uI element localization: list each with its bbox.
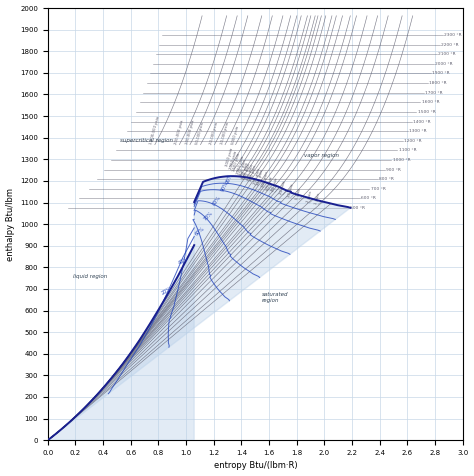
Text: 1700 °R: 1700 °R <box>426 91 443 95</box>
Text: 1100 °R: 1100 °R <box>399 149 416 152</box>
Text: 40 psia: 40 psia <box>271 178 279 192</box>
Text: liquid region: liquid region <box>73 274 107 279</box>
Text: saturated
region: saturated region <box>262 292 289 303</box>
Text: 1,000,000 psia: 1,000,000 psia <box>149 115 161 145</box>
Polygon shape <box>48 176 350 440</box>
Text: 50,000 psia: 50,000 psia <box>196 121 205 145</box>
Text: 2100 °R: 2100 °R <box>438 52 456 56</box>
Text: 1200 °R: 1200 °R <box>404 139 422 143</box>
Text: 2000 psia: 2000 psia <box>229 150 238 170</box>
Text: 1400 °R: 1400 °R <box>413 119 431 124</box>
Text: 10 psia: 10 psia <box>287 183 294 198</box>
Text: 600 °R: 600 °R <box>361 197 376 200</box>
Text: 2300 °R: 2300 °R <box>444 33 462 37</box>
Text: 80%: 80% <box>211 195 222 207</box>
Text: 10,000 psia: 10,000 psia <box>220 121 230 145</box>
Text: 60%: 60% <box>194 226 206 237</box>
Text: 1800 °R: 1800 °R <box>429 81 447 85</box>
Text: 100 psia: 100 psia <box>261 171 269 188</box>
Text: 20%: 20% <box>160 286 173 296</box>
Text: 1500 °R: 1500 °R <box>418 110 436 114</box>
Text: 300 psia: 300 psia <box>249 165 257 182</box>
Text: 1 psia: 1 psia <box>315 192 321 205</box>
Polygon shape <box>48 245 194 440</box>
Text: vapor region: vapor region <box>304 153 339 158</box>
Text: 200 psia: 200 psia <box>253 168 261 185</box>
X-axis label: entropy Btu/(lbm·R): entropy Btu/(lbm·R) <box>213 461 297 470</box>
Text: 200,000 psia: 200,000 psia <box>174 119 184 145</box>
Text: 3000 psia: 3000 psia <box>225 147 234 167</box>
Text: 700 °R: 700 °R <box>371 187 386 191</box>
Text: 100,000 psia: 100,000 psia <box>185 119 195 145</box>
Text: 1500 psia: 1500 psia <box>232 153 241 172</box>
Text: supercritical region: supercritical region <box>120 138 173 143</box>
Text: 5000 psia: 5000 psia <box>231 125 240 145</box>
Text: 60 psia: 60 psia <box>266 176 274 191</box>
Text: 70%: 70% <box>203 210 214 221</box>
Text: 20 psia: 20 psia <box>279 180 287 195</box>
Text: 20,000 psia: 20,000 psia <box>210 121 219 145</box>
Text: 900 °R: 900 °R <box>386 168 401 172</box>
Text: 90%: 90% <box>220 180 230 192</box>
Text: 2200 °R: 2200 °R <box>441 43 459 47</box>
Text: 5 psia: 5 psia <box>295 188 302 200</box>
Text: 800 °R: 800 °R <box>379 177 394 181</box>
Text: 95%: 95% <box>225 173 234 185</box>
Text: 400 psia: 400 psia <box>246 163 254 181</box>
Text: 1900 °R: 1900 °R <box>432 71 450 76</box>
Text: 1000 °R: 1000 °R <box>393 158 410 162</box>
Text: 2 psia: 2 psia <box>306 190 313 203</box>
Text: 40%: 40% <box>177 256 189 266</box>
Text: 1300 °R: 1300 °R <box>409 129 427 133</box>
Text: 800 psia: 800 psia <box>239 159 247 177</box>
Y-axis label: enthalpy Btu/lbm: enthalpy Btu/lbm <box>6 188 15 261</box>
Text: 2000 °R: 2000 °R <box>436 62 453 66</box>
Text: 150 psia: 150 psia <box>256 169 264 186</box>
Text: 1600 °R: 1600 °R <box>422 100 439 104</box>
Text: 1000 psia: 1000 psia <box>236 156 245 175</box>
Text: 500 psia: 500 psia <box>244 162 252 179</box>
Text: 600 psia: 600 psia <box>242 161 250 178</box>
Text: 500 °R: 500 °R <box>350 206 365 210</box>
